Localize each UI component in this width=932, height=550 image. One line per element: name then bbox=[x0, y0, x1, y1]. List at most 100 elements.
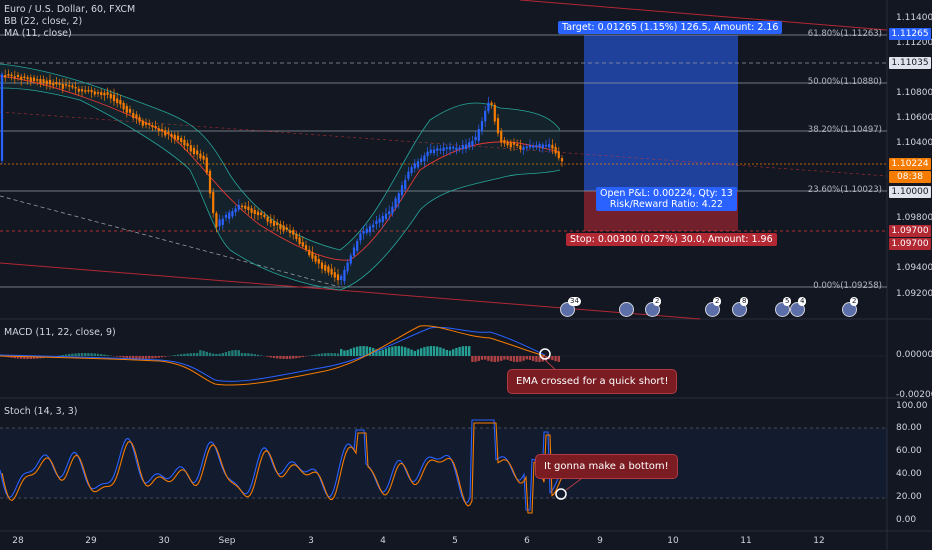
macd-bar bbox=[205, 351, 208, 356]
macd-bar bbox=[244, 353, 247, 356]
candle-body bbox=[196, 150, 199, 155]
candle-body bbox=[503, 140, 506, 144]
macd-bar bbox=[426, 346, 429, 356]
macd-legend[interactable]: MACD (11, 22, close, 9) bbox=[4, 327, 116, 338]
time-axis-label: 4 bbox=[380, 536, 386, 546]
time-axis-label: 5 bbox=[452, 536, 458, 546]
event-badge-count: 4 bbox=[798, 297, 807, 306]
candle-body bbox=[68, 85, 71, 87]
macd-bar bbox=[288, 356, 292, 359]
macd-bar bbox=[138, 356, 141, 359]
stoch-note[interactable]: It gonna make a bottom! bbox=[535, 454, 678, 479]
macd-bar bbox=[496, 356, 500, 362]
candle-body bbox=[295, 233, 298, 240]
event-badge-count: 5 bbox=[783, 297, 792, 306]
macd-bar bbox=[301, 356, 304, 358]
macd-bar bbox=[535, 356, 538, 362]
macd-bar bbox=[464, 346, 468, 356]
candle-body bbox=[407, 171, 410, 179]
candle-body bbox=[506, 141, 509, 146]
candle-body bbox=[525, 146, 528, 149]
candle-body bbox=[170, 134, 173, 137]
candle-body bbox=[413, 163, 416, 169]
macd-bar bbox=[477, 356, 480, 361]
macd-bar bbox=[525, 356, 528, 360]
candle-body bbox=[436, 148, 439, 151]
candle-body bbox=[554, 147, 557, 154]
candle-body bbox=[157, 128, 160, 131]
macd-bar bbox=[80, 353, 84, 356]
macd-bar bbox=[260, 355, 263, 356]
candle-body bbox=[336, 274, 340, 281]
macd-bar bbox=[388, 347, 391, 356]
stoch-legend[interactable]: Stoch (14, 3, 3) bbox=[4, 406, 78, 417]
candle-body bbox=[292, 230, 295, 235]
macd-bar bbox=[410, 349, 413, 356]
candle-body bbox=[16, 74, 20, 78]
time-axis-label: 12 bbox=[813, 536, 825, 546]
candle-body bbox=[282, 225, 285, 231]
stoch-axis-label: 100.00 bbox=[896, 401, 928, 411]
macd-bar bbox=[228, 351, 231, 356]
candle-body bbox=[455, 147, 458, 151]
stop-label[interactable]: Stop: 0.00300 (0.27%) 30.0, Amount: 1.96 bbox=[566, 233, 777, 246]
candle-body bbox=[327, 266, 330, 273]
macd-bar bbox=[324, 353, 327, 356]
candle-body bbox=[493, 104, 496, 122]
candle-body bbox=[519, 145, 522, 150]
candle-body bbox=[231, 211, 234, 217]
candle-body bbox=[288, 230, 292, 233]
event-badge[interactable] bbox=[619, 302, 634, 317]
macd-bar bbox=[368, 347, 372, 356]
candle-body bbox=[125, 105, 128, 113]
target-label[interactable]: Target: 0.01265 (1.15%) 126.5, Amount: 2… bbox=[558, 21, 783, 34]
candle-body bbox=[404, 179, 407, 190]
macd-bar bbox=[183, 353, 186, 356]
candle-body bbox=[132, 112, 135, 118]
macd-bar bbox=[423, 347, 426, 356]
macd-bar bbox=[493, 356, 496, 362]
macd-bar bbox=[176, 354, 180, 356]
candle-body bbox=[61, 83, 64, 89]
macd-bar bbox=[164, 356, 167, 357]
macd-bar bbox=[458, 346, 461, 356]
macd-bar bbox=[90, 353, 93, 356]
candle-body bbox=[4, 75, 7, 78]
symbol-title[interactable]: Euro / U.S. Dollar, 60, FXCM bbox=[4, 4, 136, 15]
macd-bar bbox=[218, 353, 221, 356]
candle-body bbox=[439, 148, 442, 151]
bb-legend[interactable]: BB (22, close, 2) bbox=[4, 16, 83, 27]
candle-body bbox=[487, 102, 490, 112]
macd-bar bbox=[125, 356, 128, 359]
macd-histogram bbox=[0, 346, 560, 362]
stop-price-tag: 1.09700 bbox=[889, 225, 931, 237]
candle-body bbox=[509, 142, 512, 148]
macd-bar bbox=[84, 353, 87, 356]
macd-bar bbox=[490, 356, 493, 362]
macd-bar bbox=[397, 346, 400, 356]
candle-body bbox=[240, 205, 244, 208]
candle-body bbox=[10, 74, 13, 77]
macd-bar bbox=[122, 356, 125, 358]
candle-body bbox=[228, 212, 231, 219]
candle-body bbox=[304, 245, 308, 250]
macd-bar bbox=[519, 356, 522, 362]
candle-body bbox=[74, 87, 77, 89]
candle-body bbox=[375, 220, 378, 225]
macd-bar bbox=[77, 353, 80, 356]
macd-bar bbox=[250, 353, 253, 356]
candle-body bbox=[458, 147, 461, 150]
candle-body bbox=[128, 109, 132, 113]
macd-bar bbox=[474, 356, 477, 362]
macd-note[interactable]: EMA crossed for a quick short! bbox=[507, 369, 678, 394]
price-axis-label: 1.10800 bbox=[896, 88, 932, 98]
open-pl-label[interactable]: Open P&L: 0.00224, Qty: 13 Risk/Reward R… bbox=[596, 187, 737, 211]
ma-legend[interactable]: MA (11, close) bbox=[4, 28, 72, 39]
macd-bar bbox=[333, 353, 336, 356]
main-legend: Euro / U.S. Dollar, 60, FXCM BB (22, clo… bbox=[4, 4, 135, 40]
candle-body bbox=[391, 206, 394, 214]
candle-body bbox=[96, 92, 100, 94]
macd-bar bbox=[512, 356, 516, 362]
candle-body bbox=[330, 268, 333, 275]
